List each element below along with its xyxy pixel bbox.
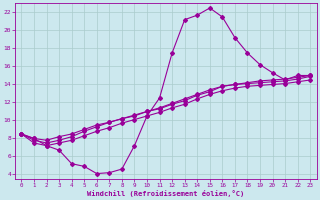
X-axis label: Windchill (Refroidissement éolien,°C): Windchill (Refroidissement éolien,°C) — [87, 190, 244, 197]
